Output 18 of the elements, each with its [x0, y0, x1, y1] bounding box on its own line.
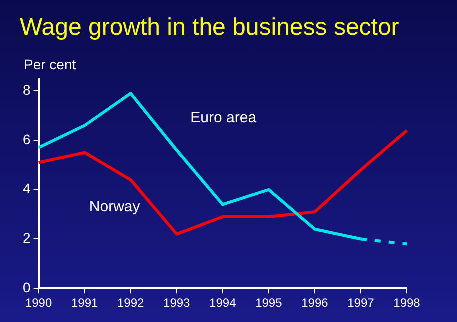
y-tick-label: 8 — [22, 82, 31, 98]
y-tick-label: 4 — [22, 180, 31, 197]
y-axis-title: Per cent — [24, 56, 76, 73]
x-tick-label: 1996 — [302, 296, 329, 310]
y-tick-label: 6 — [22, 131, 31, 148]
y-tick-label: 0 — [22, 279, 31, 296]
x-tick-label: 1993 — [164, 296, 191, 310]
x-tick-label: 1991 — [71, 296, 98, 310]
x-tick-label: 1994 — [210, 296, 237, 310]
x-tick-label: 1995 — [256, 296, 283, 310]
x-tick-label: 1997 — [348, 296, 375, 310]
chart-title: Wage growth in the business sector — [20, 14, 400, 42]
x-tick-label: 1998 — [394, 296, 421, 310]
x-tick-label: 1990 — [25, 296, 52, 310]
x-tick-label: 1992 — [117, 296, 145, 310]
series-label: Norway — [89, 198, 141, 216]
series-label: Euro area — [190, 109, 258, 126]
y-tick-label: 2 — [22, 230, 31, 246]
